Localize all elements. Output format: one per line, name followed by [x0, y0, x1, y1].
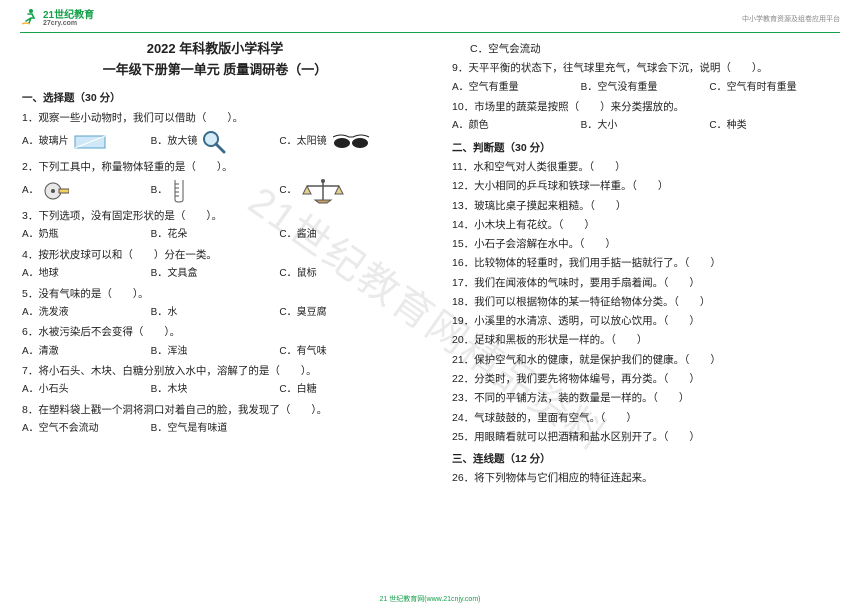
tf-23: 23．不同的平铺方法，装的数量是一样的。（ ） — [452, 390, 838, 406]
q1-stem: 1．观察一些小动物时，我们可以借助（ ）。 — [22, 110, 408, 126]
tf-12: 12．大小相同的乒乓球和铁球一样重。（ ） — [452, 178, 838, 194]
tf-17: 17．我们在闻液体的气味时，要用手扇着闻。（ ） — [452, 275, 838, 291]
q4-opt-c: C．鼠标 — [279, 266, 408, 282]
q2-options: A． B． C． — [22, 178, 408, 204]
glass-plate-icon — [73, 132, 107, 152]
q9-stem: 9．天平平衡的状态下，往气球里充气，气球会下沉，说明（ ）。 — [452, 60, 838, 76]
section-2-heading: 二、判断题（30 分） — [452, 140, 838, 156]
q8-opt-a: A．空气不会流动 — [22, 421, 151, 437]
balance-scale-icon — [301, 178, 345, 204]
q3-opt-a: A．奶瓶 — [22, 227, 151, 243]
tf-15: 15．小石子会溶解在水中。（ ） — [452, 236, 838, 252]
page-footer: 21 世纪教育网(www.21cnjy.com) — [0, 594, 860, 604]
q3-stem: 3．下列选项，没有固定形状的是（ ）。 — [22, 208, 408, 224]
q4-opt-a: A．地球 — [22, 266, 151, 282]
q5-opt-a: A．洗发液 — [22, 305, 151, 321]
measuring-cylinder-icon — [171, 178, 187, 204]
section-1-heading: 一、选择题（30 分） — [22, 90, 408, 106]
q5-opt-c: C．臭豆腐 — [279, 305, 408, 321]
tf-18: 18．我们可以根据物体的某一特征给物体分类。（ ） — [452, 294, 838, 310]
q9-opt-b: B．空气没有重量 — [581, 80, 710, 96]
q10-opt-a: A．颜色 — [452, 118, 581, 134]
q6-opt-a: A．清澈 — [22, 344, 151, 360]
q5-options: A．洗发液 B．水 C．臭豆腐 — [22, 305, 408, 321]
magnifier-icon — [201, 129, 227, 155]
page-body: 2022 年科教版小学科学 一年级下册第一单元 质量调研卷（一） 一、选择题（3… — [0, 38, 860, 586]
q8-options: A．空气不会流动 B．空气是有味道 — [22, 421, 408, 437]
q2-a-label: A． — [22, 183, 39, 199]
q1-options: A．玻璃片 B．放大镜 C．太阳镜 — [22, 129, 408, 155]
q7-opt-c: C．白糖 — [279, 382, 408, 398]
q10-stem: 10．市场里的蔬菜是按照（ ）来分类摆放的。 — [452, 99, 838, 115]
page-header: 21世纪教育 27cry.com 中小学教育资源及组卷应用平台 — [20, 6, 840, 33]
q2-opt-c: C． — [279, 178, 408, 204]
header-right-text: 中小学教育资源及组卷应用平台 — [742, 14, 840, 24]
q5-stem: 5．没有气味的是（ ）。 — [22, 286, 408, 302]
tf-22: 22．分类时，我们要先将物体编号，再分类。（ ） — [452, 371, 838, 387]
q2-opt-a: A． — [22, 180, 151, 202]
q10-opt-c: C．种类 — [709, 118, 838, 134]
q8-opt-b: B．空气是有味道 — [151, 421, 280, 437]
q4-stem: 4．按形状皮球可以和（ ）分在一类。 — [22, 247, 408, 263]
q7-stem: 7．将小石头、木块、白糖分别放入水中，溶解了的是（ ）。 — [22, 363, 408, 379]
q1-opt-a: A．玻璃片 — [22, 132, 151, 152]
tf-11: 11．水和空气对人类很重要。（ ） — [452, 159, 838, 175]
q9-opt-a: A．空气有重量 — [452, 80, 581, 96]
q6-options: A．清澈 B．浑浊 C．有气味 — [22, 344, 408, 360]
q10-options: A．颜色 B．大小 C．种类 — [452, 118, 838, 134]
q1-c-label: C．太阳镜 — [279, 134, 326, 150]
tape-measure-icon — [43, 180, 69, 202]
q2-stem: 2．下列工具中，称量物体轻重的是（ ）。 — [22, 159, 408, 175]
tf-24: 24．气球鼓鼓的，里面有空气。（ ） — [452, 410, 838, 426]
left-column: 2022 年科教版小学科学 一年级下册第一单元 质量调研卷（一） 一、选择题（3… — [0, 38, 430, 586]
tf-19: 19．小溪里的水清凉、透明，可以放心饮用。（ ） — [452, 313, 838, 329]
q6-stem: 6．水被污染后不会变得（ ）。 — [22, 324, 408, 340]
q4-options: A．地球 B．文具盒 C．鼠标 — [22, 266, 408, 282]
tf-16: 16．比较物体的轻重时，我们用手掂一掂就行了。（ ） — [452, 255, 838, 271]
q4-opt-b: B．文具盒 — [151, 266, 280, 282]
brand-name: 21世纪教育 — [43, 6, 94, 21]
q1-opt-b: B．放大镜 — [151, 129, 280, 155]
q8-opt-c: C．空气会流动 — [452, 41, 838, 57]
q1-b-label: B．放大镜 — [151, 134, 198, 150]
q2-c-label: C． — [279, 183, 296, 199]
q2-b-label: B． — [151, 183, 168, 199]
q7-options: A．小石头 B．木块 C．白糖 — [22, 382, 408, 398]
sunglasses-icon — [331, 133, 371, 151]
exam-title: 2022 年科教版小学科学 一年级下册第一单元 质量调研卷（一） — [22, 39, 408, 80]
brand-url: 27cry.com — [43, 20, 94, 27]
title-line-1: 2022 年科教版小学科学 — [22, 39, 408, 59]
q6-opt-b: B．浑浊 — [151, 344, 280, 360]
tf-13: 13．玻璃比桌子摸起来粗糙。（ ） — [452, 198, 838, 214]
q7-opt-b: B．木块 — [151, 382, 280, 398]
q1-a-label: A．玻璃片 — [22, 134, 69, 150]
brand-logo: 21世纪教育 27cry.com — [20, 6, 840, 27]
section-3-heading: 三、连线题（12 分） — [452, 451, 838, 467]
q26-stem: 26．将下列物体与它们相应的特征连起来。 — [452, 470, 838, 486]
q6-opt-c: C．有气味 — [279, 344, 408, 360]
q3-opt-c: C．酱油 — [279, 227, 408, 243]
q7-opt-a: A．小石头 — [22, 382, 151, 398]
q1-opt-c: C．太阳镜 — [279, 133, 408, 151]
tf-21: 21．保护空气和水的健康，就是保护我们的健康。（ ） — [452, 352, 838, 368]
q8-stem: 8．在塑料袋上戳一个洞将洞口对着自己的脸，我发现了（ ）。 — [22, 402, 408, 418]
q9-opt-c: C．空气有时有重量 — [709, 80, 838, 96]
q3-options: A．奶瓶 B．花朵 C．酱油 — [22, 227, 408, 243]
tf-20: 20．足球和黑板的形状是一样的。（ ） — [452, 332, 838, 348]
q5-opt-b: B．水 — [151, 305, 280, 321]
q2-opt-b: B． — [151, 178, 280, 204]
q10-opt-b: B．大小 — [581, 118, 710, 134]
runner-icon — [20, 8, 40, 26]
q9-options: A．空气有重量 B．空气没有重量 C．空气有时有重量 — [452, 80, 838, 96]
tf-14: 14．小木块上有花纹。（ ） — [452, 217, 838, 233]
q3-opt-b: B．花朵 — [151, 227, 280, 243]
right-column: C．空气会流动 9．天平平衡的状态下，往气球里充气，气球会下沉，说明（ ）。 A… — [430, 38, 860, 586]
title-line-2: 一年级下册第一单元 质量调研卷（一） — [22, 60, 408, 80]
tf-25: 25．用眼睛看就可以把酒精和盐水区别开了。（ ） — [452, 429, 838, 445]
